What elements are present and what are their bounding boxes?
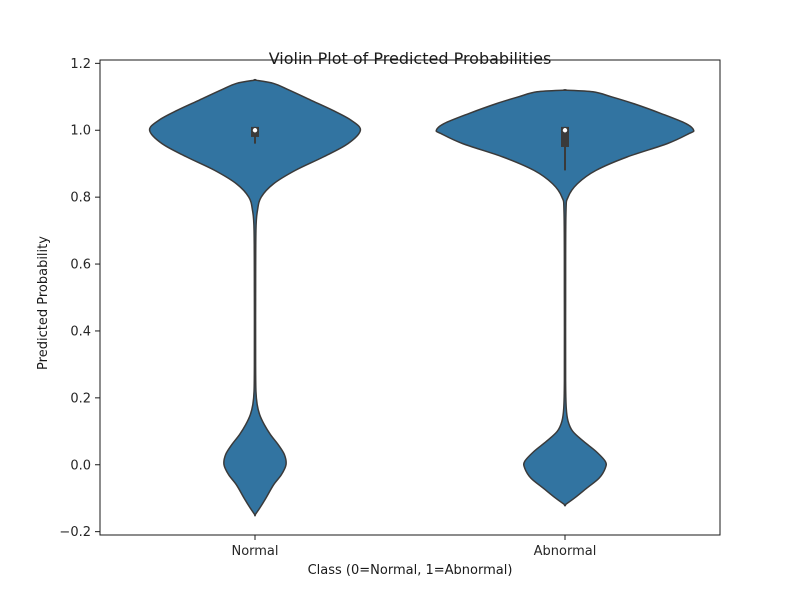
iqr-box-abnormal — [561, 126, 569, 147]
violin-abnormal — [435, 89, 695, 507]
x-axis: Normal Abnormal — [231, 535, 596, 559]
x-tick-label: Abnormal — [534, 544, 597, 559]
violin-layer — [148, 78, 695, 517]
violin-normal — [148, 78, 362, 517]
chart-title: Violin Plot of Predicted Probabilities — [269, 49, 552, 68]
median-marker-normal — [252, 128, 258, 133]
y-tick-label: 1.2 — [70, 57, 91, 72]
x-axis-label: Class (0=Normal, 1=Abnormal) — [308, 563, 513, 578]
y-tick-label: 0.2 — [70, 391, 91, 406]
y-axis-label: Predicted Probability — [36, 236, 51, 370]
y-tick-label: −0.2 — [59, 525, 91, 540]
y-tick-label: 0.6 — [70, 258, 91, 273]
median-marker-abnormal — [562, 128, 568, 133]
box-layer — [251, 126, 569, 171]
y-tick-label: 0.0 — [70, 458, 91, 473]
x-tick-label: Normal — [231, 544, 278, 559]
plot-frame — [99, 59, 721, 536]
y-tick-label: 0.8 — [70, 191, 91, 206]
y-axis: −0.2 0.0 0.2 0.4 0.6 0.8 1.0 1.2 — [59, 57, 100, 540]
y-tick-label: 1.0 — [70, 124, 91, 139]
y-tick-label: 0.4 — [70, 324, 91, 339]
